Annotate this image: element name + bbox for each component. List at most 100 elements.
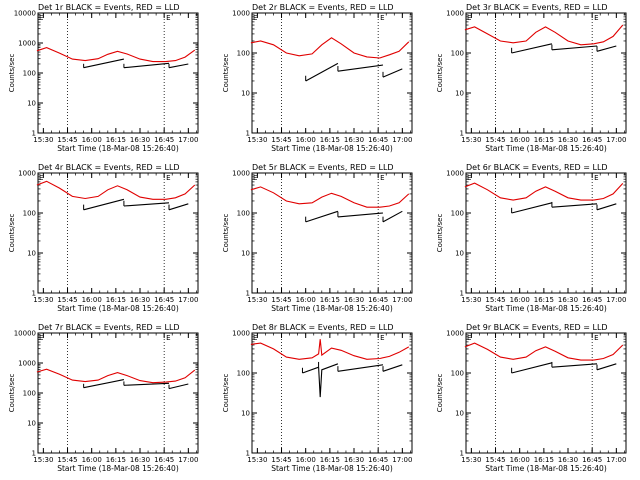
chart-panel-3: Det 3r BLACK = Events, RED = LLD E E 1 10 100… [436, 3, 627, 153]
y-tick-label: 10 [27, 420, 36, 428]
lld-series-line [464, 24, 624, 46]
y-tick-label: 1000 [18, 170, 36, 178]
y-axis-label: Counts/sec [8, 54, 16, 93]
chart-panel-4: Det 4r BLACK = Events, RED = LLD E E 1 10 100… [8, 163, 199, 313]
chart-panel-6: Det 6r BLACK = Events, RED = LLD E E 1 10 100… [436, 163, 627, 313]
events-series-segment [168, 383, 189, 390]
x-axis-label: Start Time (18-Mar-08 15:26:40) [485, 144, 607, 153]
chart-title: Det 6r BLACK = Events, RED = LLD [466, 163, 608, 172]
x-tick-label: 17:00 [178, 296, 198, 304]
x-axis-label: Start Time (18-Mar-08 15:26:40) [57, 464, 179, 473]
x-tick-label: 16:30 [558, 136, 578, 144]
events-series-segment [123, 382, 170, 386]
events-series-segment [305, 62, 339, 82]
chart-panel-5: Det 5r BLACK = Events, RED = LLD E E 1 10 100… [222, 163, 413, 313]
x-tick-label: 16:15 [534, 136, 554, 144]
x-tick-label: 15:30 [247, 456, 267, 464]
x-tick-label: 15:30 [33, 296, 53, 304]
x-tick-label: 16:00 [82, 296, 102, 304]
lld-series-line [250, 339, 410, 360]
y-tick-label: 1 [460, 290, 464, 298]
y-tick-label: 1000 [18, 360, 36, 368]
x-tick-label: 16:45 [368, 296, 388, 304]
x-tick-label: 16:30 [344, 136, 364, 144]
y-tick-label: 10 [455, 90, 464, 98]
marker-flag-label: E [166, 334, 170, 342]
x-tick-label: 17:00 [178, 456, 198, 464]
events-series-segment [123, 62, 170, 69]
y-axis-label: Counts/sec [222, 374, 230, 413]
y-tick-label: 100 [451, 50, 464, 58]
x-tick-label: 16:15 [320, 136, 340, 144]
chart-title: Det 5r BLACK = Events, RED = LLD [252, 163, 394, 172]
y-tick-label: 1000 [18, 40, 36, 48]
x-tick-label: 16:45 [582, 296, 602, 304]
x-tick-label: 17:00 [392, 456, 412, 464]
x-tick-label: 16:30 [344, 456, 364, 464]
y-tick-label: 1000 [232, 10, 250, 18]
x-tick-label: 15:45 [57, 296, 77, 304]
x-tick-label: 16:15 [106, 456, 126, 464]
plot-frame [251, 332, 413, 454]
x-tick-label: 16:00 [296, 296, 316, 304]
chart-title: Det 2r BLACK = Events, RED = LLD [252, 3, 394, 12]
x-tick-label: 16:45 [154, 296, 174, 304]
x-tick-label: 16:15 [106, 296, 126, 304]
y-tick-label: 1 [32, 130, 36, 138]
y-tick-label: 100 [237, 50, 250, 58]
x-axis-label: Start Time (18-Mar-08 15:26:40) [271, 304, 393, 313]
x-tick-label: 15:30 [461, 296, 481, 304]
y-axis-label: Counts/sec [436, 54, 444, 93]
y-axis-label: Counts/sec [436, 374, 444, 413]
y-tick-label: 1 [460, 130, 464, 138]
plot-frame [37, 172, 199, 294]
events-series-segment [511, 362, 553, 374]
corner-flag-label: E [253, 334, 257, 342]
x-tick-label: 16:00 [82, 136, 102, 144]
y-axis-label: Counts/sec [8, 374, 16, 413]
y-tick-label: 10 [455, 410, 464, 418]
marker-flag-label: E [380, 14, 384, 22]
marker-flag-label: E [594, 14, 598, 22]
x-tick-label: 15:45 [485, 136, 505, 144]
lld-series-line [464, 342, 624, 361]
y-tick-label: 1000 [232, 330, 250, 338]
x-tick-label: 16:00 [510, 296, 530, 304]
chart-panel-9: Det 9r BLACK = Events, RED = LLD E E 1 10 100… [436, 323, 627, 473]
x-tick-label: 16:30 [344, 296, 364, 304]
events-series-segment [596, 45, 617, 52]
y-axis-label: Counts/sec [8, 214, 16, 253]
events-series-segment [168, 63, 189, 69]
marker-flag-label: E [594, 334, 598, 342]
chart-panel-2: Det 2r BLACK = Events, RED = LLD E E 1 10 100… [222, 3, 413, 153]
x-axis-label: Start Time (18-Mar-08 15:26:40) [57, 144, 179, 153]
y-tick-label: 100 [451, 210, 464, 218]
plot-frame [251, 12, 413, 134]
corner-flag-label: E [467, 174, 471, 182]
lld-series-line [36, 368, 196, 384]
x-tick-label: 15:30 [461, 456, 481, 464]
corner-flag-label: E [39, 334, 43, 342]
chart-title: Det 8r BLACK = Events, RED = LLD [252, 323, 394, 332]
x-tick-label: 15:45 [271, 456, 291, 464]
marker-flag-label: E [594, 174, 598, 182]
chart-title: Det 3r BLACK = Events, RED = LLD [466, 3, 608, 12]
x-tick-label: 16:00 [296, 456, 316, 464]
marker-flag-label: E [380, 174, 384, 182]
chart-panel-1: Det 1r BLACK = Events, RED = LLD E E 1 10 100… [8, 3, 199, 153]
x-tick-label: 17:00 [606, 456, 626, 464]
y-tick-label: 100 [23, 390, 36, 398]
events-series-segment [511, 202, 553, 214]
x-tick-label: 15:30 [33, 136, 53, 144]
chart-panel-8: Det 8r BLACK = Events, RED = LLD E E 1 10 100… [222, 323, 413, 473]
x-tick-label: 15:45 [57, 456, 77, 464]
x-tick-label: 15:45 [485, 456, 505, 464]
marker-flag-label: E [166, 14, 170, 22]
y-tick-label: 1 [246, 290, 250, 298]
chart-panel-7: Det 7r BLACK = Events, RED = LLD E E 1 10 100… [8, 323, 199, 473]
y-tick-label: 1 [32, 450, 36, 458]
plot-frame [37, 12, 199, 134]
x-tick-label: 15:30 [247, 296, 267, 304]
marker-flag-label: E [166, 174, 170, 182]
events-series-segment [551, 363, 598, 368]
